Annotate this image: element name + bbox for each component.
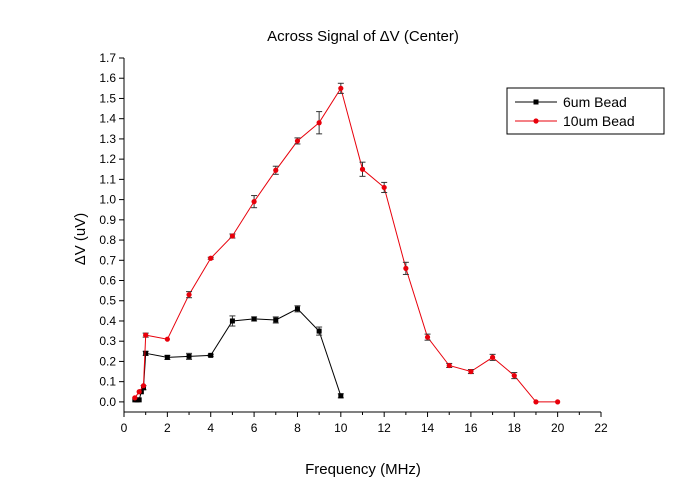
data-point xyxy=(164,354,170,360)
data-point xyxy=(136,389,142,395)
x-tick-label: 10 xyxy=(334,421,348,435)
y-tick-label: 1.2 xyxy=(99,152,116,166)
y-tick-label: 0.0 xyxy=(99,395,116,409)
data-point xyxy=(132,395,138,401)
data-point xyxy=(489,354,496,360)
chart-title: Across Signal of ΔV (Center) xyxy=(267,28,459,45)
data-point xyxy=(316,120,322,126)
legend-marker xyxy=(533,99,539,105)
data-point xyxy=(533,399,539,405)
data-point xyxy=(251,316,257,322)
data-point xyxy=(294,306,300,312)
data-point xyxy=(446,362,452,369)
axes: 0 2 4 6 8 10 12 14 16 18 20 22 0.0 0.1 0.2 0.3 0.4 0.5 0.6… xyxy=(99,51,608,435)
data-point xyxy=(251,199,257,205)
legend-marker xyxy=(533,118,539,124)
data-point xyxy=(186,292,192,298)
data-point xyxy=(143,350,149,356)
series-line xyxy=(134,87,558,403)
x-tick-label: 22 xyxy=(594,421,608,435)
x-tick-label: 18 xyxy=(508,421,522,435)
data-point xyxy=(294,138,301,144)
data-point xyxy=(208,352,214,358)
x-tick-label: 8 xyxy=(294,421,301,435)
x-tick-label: 4 xyxy=(207,421,214,435)
y-tick-label: 0.3 xyxy=(99,334,116,348)
x-tick-label: 6 xyxy=(251,421,258,435)
series-1 xyxy=(132,305,344,403)
y-tick-label: 1.1 xyxy=(99,172,116,186)
data-point xyxy=(511,372,517,379)
data-point xyxy=(229,233,236,239)
data-point xyxy=(208,255,214,261)
series-2 xyxy=(132,82,561,405)
data-point xyxy=(403,265,409,271)
data-point xyxy=(338,393,344,399)
y-tick-label: 0.7 xyxy=(99,253,116,267)
y-tick-label: 0.2 xyxy=(99,354,116,368)
data-point xyxy=(468,368,474,375)
x-axis-label: Frequency (MHz) xyxy=(305,461,421,478)
data-point xyxy=(229,318,235,324)
y-tick-label: 0.9 xyxy=(99,213,116,227)
data-point xyxy=(424,334,431,340)
x-tick-label: 0 xyxy=(121,421,128,435)
legend: 6um Bead 10um Bead xyxy=(506,87,665,135)
y-tick-label: 1.3 xyxy=(99,132,116,146)
legend-label: 6um Bead xyxy=(563,94,627,110)
plot-area xyxy=(132,82,561,405)
data-point xyxy=(316,328,322,334)
y-tick-label: 1.4 xyxy=(99,112,116,126)
data-point xyxy=(555,399,561,405)
x-tick-label: 14 xyxy=(421,421,435,435)
data-point xyxy=(273,317,279,323)
data-point xyxy=(381,184,387,191)
data-point xyxy=(140,383,147,389)
data-point xyxy=(273,167,279,173)
legend-label: 10um Bead xyxy=(563,113,635,129)
x-tick-label: 20 xyxy=(551,421,565,435)
x-tick-label: 16 xyxy=(464,421,478,435)
data-point xyxy=(136,397,142,403)
y-tick-label: 0.5 xyxy=(99,294,116,308)
data-point xyxy=(143,332,149,338)
legend-box xyxy=(506,87,665,135)
x-tick-label: 12 xyxy=(378,421,392,435)
x-tick-label: 2 xyxy=(164,421,171,435)
y-tick-label: 1.6 xyxy=(99,71,116,85)
y-axis-label: ΔV (uV) xyxy=(72,213,89,266)
y-tick-label: 1.0 xyxy=(99,193,116,207)
y-tick-label: 0.1 xyxy=(99,375,116,389)
series-line xyxy=(134,308,342,401)
data-point xyxy=(359,166,366,172)
data-point xyxy=(338,85,344,91)
y-tick-label: 0.8 xyxy=(99,233,116,247)
y-tick-label: 1.7 xyxy=(99,51,116,65)
data-point xyxy=(164,336,170,342)
y-tick-label: 0.4 xyxy=(99,314,116,328)
y-tick-label: 1.5 xyxy=(99,91,116,105)
data-point xyxy=(186,353,192,359)
y-tick-label: 0.6 xyxy=(99,274,116,288)
